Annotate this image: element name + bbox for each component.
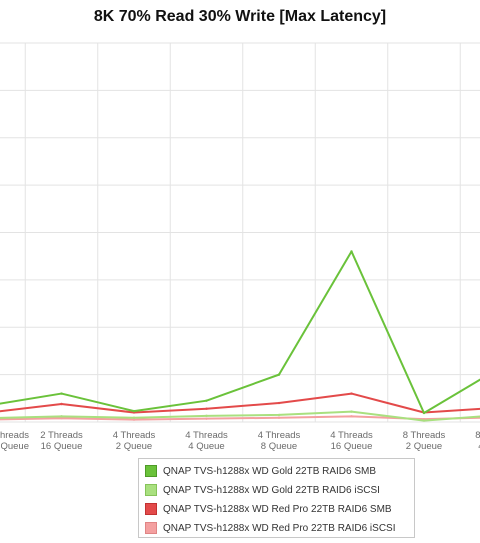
data-point-0-3[interactable] — [205, 399, 208, 402]
x-tick-label: 4 Queue — [188, 441, 224, 452]
data-point-1-5[interactable] — [350, 410, 353, 413]
data-point-0-2[interactable] — [132, 409, 136, 413]
data-point-0-5[interactable] — [350, 250, 353, 253]
legend: QNAP TVS-h1288x WD Gold 22TB RAID6 SMB Q… — [138, 458, 415, 538]
x-tick-label: Threads — [0, 430, 29, 441]
data-point-2-5[interactable] — [350, 392, 353, 395]
legend-label-redpro-iscsi: QNAP TVS-h1288x WD Red Pro 22TB RAID6 iS… — [163, 522, 396, 534]
x-tick-label: 8 Threads — [403, 430, 446, 441]
legend-item-gold-iscsi[interactable]: QNAP TVS-h1288x WD Gold 22TB RAID6 iSCSI — [145, 482, 380, 498]
data-point-1-3[interactable] — [205, 414, 208, 418]
data-point-3-4[interactable] — [277, 416, 281, 419]
x-tick-label: 4 Threads — [258, 430, 301, 441]
x-tick-label: 4 Threads — [330, 430, 373, 441]
data-point-2-1[interactable] — [60, 402, 63, 406]
x-tick-label: 16 Queue — [331, 441, 373, 452]
data-point-3-3[interactable] — [205, 417, 208, 420]
legend-label-redpro-smb: QNAP TVS-h1288x WD Red Pro 22TB RAID6 SM… — [163, 503, 392, 515]
data-point-1-2[interactable] — [132, 416, 136, 419]
data-point-3-1[interactable] — [60, 417, 63, 420]
x-tick-label: 8 Queue — [261, 441, 297, 452]
x-tick-label: 4 Threads — [113, 430, 156, 441]
data-point-1-1[interactable] — [60, 415, 63, 418]
series-lines — [0, 250, 480, 422]
series-line-0 — [0, 250, 480, 414]
legend-swatch-gold-smb — [145, 465, 157, 477]
x-tick-label: 2 Queue — [116, 441, 152, 452]
data-point-3-2[interactable] — [132, 418, 136, 421]
data-point-1-4[interactable] — [277, 413, 281, 417]
x-tick-label: 4 Threads — [185, 430, 228, 441]
x-tick-label: 8 Threads — [475, 430, 480, 441]
legend-label-gold-iscsi: QNAP TVS-h1288x WD Gold 22TB RAID6 iSCSI — [163, 484, 380, 496]
legend-item-gold-smb[interactable]: QNAP TVS-h1288x WD Gold 22TB RAID6 SMB — [145, 463, 376, 479]
data-point-0-1[interactable] — [60, 392, 63, 395]
x-tick-label: 4 Queue — [478, 441, 480, 452]
legend-swatch-redpro-smb — [145, 503, 157, 515]
x-tick-label: 16 Queue — [41, 441, 83, 452]
gridlines — [0, 42, 480, 423]
legend-label-gold-smb: QNAP TVS-h1288x WD Gold 22TB RAID6 SMB — [163, 465, 377, 477]
x-tick-label: 2 Threads — [40, 430, 83, 441]
chart-title: 8K 70% Read 30% Write [Max Latency] — [93, 8, 387, 25]
x-tick-label: Queue — [0, 441, 29, 452]
data-point-0-4[interactable] — [277, 373, 281, 376]
legend-item-redpro-smb[interactable]: QNAP TVS-h1288x WD Red Pro 22TB RAID6 SM… — [145, 501, 392, 517]
x-tick-label: 2 Queue — [406, 441, 442, 452]
data-point-3-5[interactable] — [350, 415, 353, 418]
data-point-2-4[interactable] — [277, 401, 281, 405]
legend-swatch-gold-iscsi — [145, 484, 157, 496]
legend-swatch-redpro-iscsi — [145, 522, 157, 534]
legend-item-redpro-iscsi[interactable]: QNAP TVS-h1288x WD Red Pro 22TB RAID6 iS… — [145, 520, 396, 536]
data-point-2-3[interactable] — [205, 407, 208, 410]
data-point-0-6[interactable] — [422, 411, 426, 415]
data-point-1-6[interactable] — [422, 419, 426, 422]
